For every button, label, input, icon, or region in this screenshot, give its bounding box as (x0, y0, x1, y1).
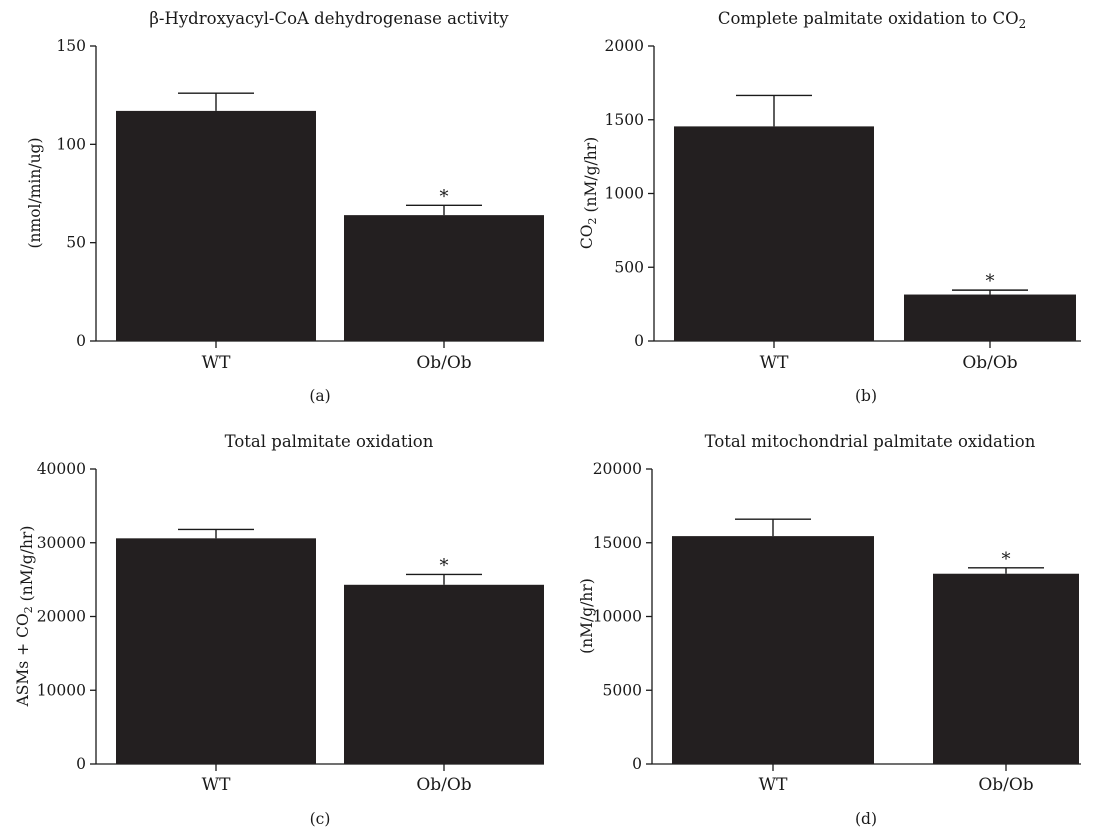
category-label: Ob/Ob (962, 353, 1017, 373)
bar-wt (116, 538, 316, 764)
category-label: WT (202, 353, 231, 373)
y-tick-label: 0 (634, 332, 644, 350)
significance-marker: * (986, 271, 995, 292)
y-tick-label: 100 (56, 135, 86, 153)
significance-marker: * (1002, 549, 1011, 570)
y-tick-label: 0 (632, 755, 642, 773)
category-label: Ob/Ob (978, 775, 1033, 795)
y-axis-label: CO2 (nM/g/hr) (578, 137, 600, 249)
y-tick-label: 5000 (603, 681, 642, 699)
y-tick-label: 150 (56, 37, 86, 55)
y-tick-label: 50 (66, 234, 86, 252)
chart-panel-d: Total mitochondrial palmitate oxidation (… (578, 432, 1081, 828)
significance-marker: * (440, 555, 449, 576)
category-label: WT (759, 775, 788, 795)
y-tick-label: 10000 (37, 681, 86, 699)
y-tick-label: 0 (76, 755, 86, 773)
significance-marker: * (440, 186, 449, 207)
y-tick-label: 10000 (593, 608, 642, 626)
y-axis-label: ASMs + CO2 (nM/g/hr) (14, 526, 36, 708)
y-axis-label: (nmol/min/ug) (26, 137, 44, 248)
panel-label: (b) (855, 387, 877, 405)
y-tick-label: 15000 (593, 534, 642, 552)
bar-ob-ob (904, 294, 1076, 341)
bar-ob-ob (344, 584, 544, 764)
y-tick-label: 500 (614, 258, 644, 276)
chart-panel-c: Total palmitate oxidation ASMs + CO2 (nM/… (14, 432, 544, 828)
y-tick-label: 30000 (37, 534, 86, 552)
chart-title: Total palmitate oxidation (225, 432, 434, 451)
category-label: Ob/Ob (416, 353, 471, 373)
bar-wt (116, 110, 316, 342)
panel-label: (c) (310, 810, 331, 828)
chart-title: Complete palmitate oxidation to CO2 (718, 9, 1026, 31)
bar-wt (672, 536, 874, 764)
chart-title: β-Hydroxyacyl-CoA dehydrogenase activity (149, 9, 509, 28)
chart-panel-b: Complete palmitate oxidation to CO2 CO2 (… (578, 9, 1081, 405)
y-tick-label: 40000 (37, 460, 86, 478)
y-tick-label: 1500 (605, 111, 644, 129)
bar-ob-ob (933, 573, 1079, 764)
chart-title: Total mitochondrial palmitate oxidation (705, 432, 1036, 451)
panel-label: (a) (309, 387, 330, 405)
bar-wt (674, 126, 874, 341)
y-axis-label: (nM/g/hr) (578, 578, 596, 654)
y-tick-label: 20000 (37, 608, 86, 626)
chart-panel-a: β-Hydroxyacyl-CoA dehydrogenase activity… (26, 9, 544, 405)
y-tick-label: 20000 (593, 460, 642, 478)
y-tick-label: 1000 (605, 185, 644, 203)
category-label: Ob/Ob (416, 775, 471, 795)
category-label: WT (760, 353, 789, 373)
y-tick-label: 0 (76, 332, 86, 350)
category-label: WT (202, 775, 231, 795)
y-tick-label: 2000 (605, 37, 644, 55)
bar-ob-ob (344, 215, 544, 341)
panel-label: (d) (855, 810, 877, 828)
